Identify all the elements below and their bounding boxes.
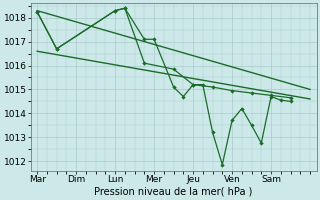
X-axis label: Pression niveau de la mer( hPa ): Pression niveau de la mer( hPa )	[94, 187, 253, 197]
